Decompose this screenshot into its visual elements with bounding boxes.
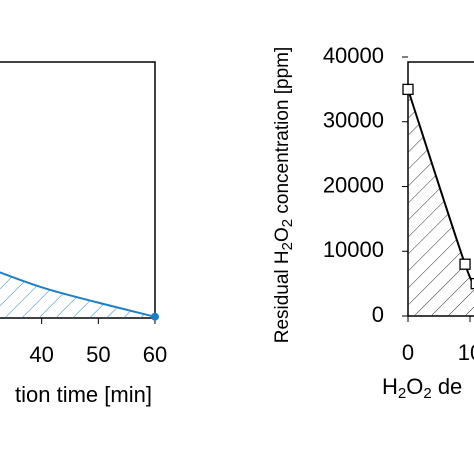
- y-axis-label: Residual H2O2 concentration [ppm]: [272, 47, 296, 344]
- x-tick-label: 60: [143, 342, 167, 367]
- x-tick-label: 10: [458, 340, 474, 365]
- marker: [151, 312, 159, 321]
- marker: [459, 258, 471, 270]
- hatched-area: [408, 89, 474, 316]
- y-tick-label: 40000: [323, 43, 384, 68]
- left-plot-frame: [0, 61, 156, 319]
- x-tick-label: 50: [86, 342, 110, 367]
- marker: [470, 277, 474, 290]
- x-tick-label: 0: [402, 340, 414, 365]
- x-axis-label: H2O2 de: [382, 374, 462, 402]
- x-tick-label: 40: [29, 342, 53, 367]
- y-tick-label: 0: [372, 302, 384, 327]
- y-tick-label: 20000: [323, 172, 384, 197]
- x-axis-label: tion time [min]: [15, 382, 152, 407]
- y-tick-label: 30000: [323, 108, 384, 133]
- line: [407, 89, 474, 286]
- y-tick-label: 10000: [323, 237, 384, 262]
- hatched-area: [0, 272, 155, 318]
- line: [0, 271, 156, 318]
- marker: [402, 83, 414, 96]
